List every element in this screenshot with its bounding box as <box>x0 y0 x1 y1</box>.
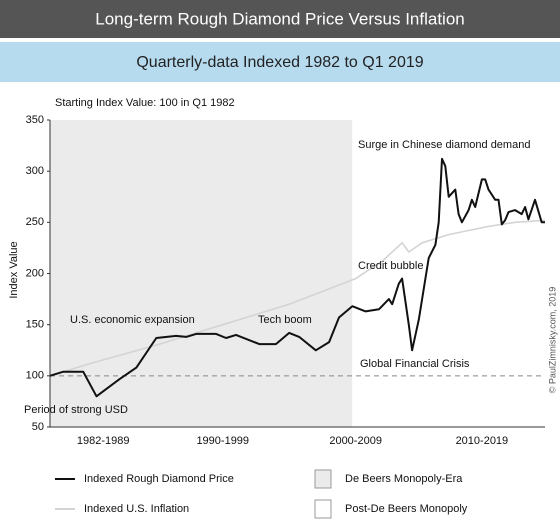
x-tick-label: 1990-1999 <box>196 435 249 447</box>
y-tick-label: 250 <box>26 216 44 228</box>
annotation: U.S. economic expansion <box>70 314 195 326</box>
series-line <box>49 219 546 377</box>
x-tick-label: 2000-2009 <box>329 435 382 447</box>
region <box>50 120 353 427</box>
annotation: Period of strong USD <box>24 404 128 416</box>
x-tick-label: 1982-1989 <box>77 435 130 447</box>
note: Starting Index Value: 100 in Q1 1982 <box>55 97 235 109</box>
chart-subtitle: Quarterly-data Indexed 1982 to Q1 2019 <box>136 54 423 71</box>
y-tick-label: 300 <box>26 165 44 177</box>
legend-label: De Beers Monopoly-Era <box>345 473 463 485</box>
chart-title: Long-term Rough Diamond Price Versus Inf… <box>95 9 464 28</box>
legend-swatch <box>314 499 332 519</box>
annotation: Credit bubble <box>358 260 423 272</box>
annotation: Global Financial Crisis <box>360 358 470 370</box>
legend-label: Indexed U.S. Inflation <box>84 503 189 515</box>
legend: Indexed Rough Diamond Price Indexed U.S. … <box>55 469 468 519</box>
legend-label: Indexed Rough Diamond Price <box>84 473 234 485</box>
y-axis-label: Index Value <box>8 241 20 298</box>
legend-label: Post-De Beers Monopoly <box>345 503 468 515</box>
region <box>352 120 545 427</box>
annotation: Tech boom <box>258 314 312 326</box>
plot <box>49 157 546 398</box>
y-tick-label: 100 <box>26 370 44 382</box>
regions <box>50 120 545 427</box>
legend-swatch <box>314 469 332 489</box>
subtitle-bar <box>0 42 560 82</box>
x-tick-label: 2010-2019 <box>456 435 509 447</box>
y-tick-label: 50 <box>32 421 44 433</box>
title-bar <box>0 0 560 38</box>
credit: © PaulZimnisky.com, 2019 <box>547 287 557 394</box>
annotation: Surge in Chinese diamond demand <box>358 139 530 151</box>
y-tick-label: 200 <box>26 267 44 279</box>
y-tick-label: 350 <box>26 114 44 126</box>
series-line <box>49 157 545 398</box>
y-tick-label: 150 <box>26 319 44 331</box>
